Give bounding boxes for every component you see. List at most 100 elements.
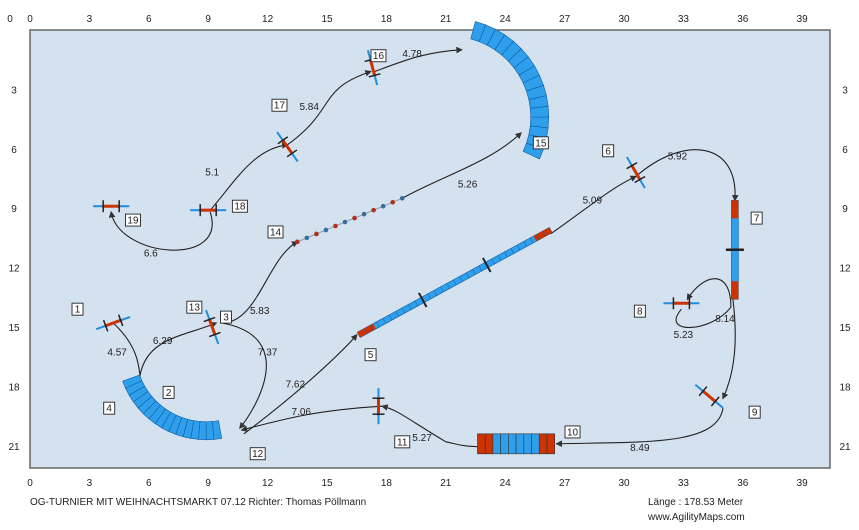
- x-tick-label: 30: [618, 478, 630, 489]
- jump-wing: [377, 414, 380, 425]
- y-tick-label: 9: [11, 204, 17, 215]
- distance-label: 5.27: [412, 433, 432, 444]
- path-segment: [550, 175, 638, 235]
- path-segment: [243, 333, 358, 435]
- obstacle-10-segment: [477, 433, 486, 455]
- jump-bar: [630, 164, 642, 182]
- path-segment: [240, 405, 383, 432]
- y-tick-label: 18: [839, 382, 851, 393]
- y-tick-label: 12: [8, 264, 20, 275]
- distance-label: 5.1: [205, 168, 219, 179]
- jump-19: [93, 200, 130, 213]
- path-segment: [675, 278, 732, 329]
- number-label: 10: [567, 427, 579, 438]
- x-tick-label: 36: [737, 478, 749, 489]
- obstacle-number: 9: [748, 405, 761, 419]
- dogwalk-slat: [453, 279, 457, 286]
- jump-post: [368, 73, 381, 78]
- y-tick-label: 3: [11, 85, 17, 96]
- number-label: 6: [605, 146, 611, 157]
- number-label: 18: [234, 202, 246, 213]
- dogwalk-slat: [433, 290, 438, 296]
- jump-bar: [368, 58, 377, 77]
- handler-path: [108, 46, 739, 448]
- dogwalk-slat: [401, 307, 406, 314]
- jump-3: [203, 309, 221, 345]
- distance-label: 5.92: [668, 152, 688, 163]
- jump-post: [710, 396, 720, 407]
- jump-post: [203, 316, 216, 323]
- obstacle-number: 1: [71, 302, 84, 316]
- number-box: [633, 304, 646, 318]
- number-box: [125, 213, 141, 227]
- x-tick-label: 18: [381, 14, 393, 25]
- obstacle-10-segment: [500, 433, 509, 455]
- grid-labels: 0033669912121515181821212424272730303333…: [7, 14, 851, 489]
- seesaw-7: [725, 199, 744, 300]
- number-box: [220, 310, 232, 324]
- number-box: [267, 225, 284, 239]
- jump-wing: [694, 383, 704, 392]
- x-tick-label: 24: [500, 478, 512, 489]
- obstacle-number: 3: [220, 310, 232, 324]
- dogwalk-slat: [510, 248, 514, 254]
- obstacle-number: 2: [162, 385, 175, 399]
- y-tick-label: 18: [8, 382, 20, 393]
- path-segment: [722, 299, 736, 400]
- dogwalk-leg: [417, 292, 428, 308]
- jump-post: [626, 161, 638, 170]
- tunnel-segment: [198, 421, 207, 441]
- number-label: 5: [368, 350, 374, 361]
- jump-11: [372, 388, 385, 425]
- number-box: [750, 211, 763, 225]
- jump-post: [698, 386, 708, 397]
- jump-wing: [377, 388, 380, 399]
- jump-post: [277, 136, 289, 145]
- jump-post: [634, 175, 646, 184]
- distance-label: 5.26: [458, 179, 478, 190]
- jump-9: [694, 383, 724, 409]
- jump-wing: [689, 302, 700, 305]
- obstacle-number: 5: [364, 348, 377, 361]
- dogwalk-slat: [523, 241, 527, 247]
- weave-pole: [380, 203, 386, 209]
- number-box: [231, 199, 248, 213]
- y-tick-label: 21: [8, 442, 20, 453]
- jump-wing: [366, 49, 372, 61]
- number-label: 13: [189, 303, 201, 314]
- weave-pole: [323, 227, 329, 233]
- number-label: 14: [270, 227, 282, 238]
- jump-bar: [199, 208, 218, 212]
- tunnel-segment: [212, 420, 223, 440]
- jump-8: [663, 297, 700, 310]
- jump-wing: [663, 302, 674, 305]
- jump-bar: [376, 397, 380, 416]
- dogwalk-slat: [389, 314, 393, 321]
- number-box: [162, 385, 175, 399]
- x-tick-label: 39: [797, 478, 809, 489]
- jump-post: [286, 149, 298, 158]
- jump-post: [102, 319, 109, 332]
- dogwalk-slat: [369, 325, 374, 331]
- obstacle-number: 16: [370, 49, 387, 62]
- site-url: www.AgilityMaps.com: [648, 512, 745, 523]
- number-label: 11: [397, 437, 408, 448]
- number-label: 1: [75, 305, 81, 316]
- jump-wing: [216, 209, 227, 212]
- x-tick-label: 27: [559, 14, 571, 25]
- number-box: [71, 302, 84, 316]
- obstacles: [93, 21, 744, 455]
- y-tick-label: 15: [8, 323, 20, 334]
- weave-pole: [333, 223, 338, 229]
- weave-pole: [361, 211, 367, 217]
- path-segment: [209, 142, 289, 211]
- weave-14: [295, 196, 405, 245]
- obstacle-number: 11: [394, 435, 411, 448]
- jump-wing: [95, 324, 106, 331]
- number-label: 17: [274, 101, 286, 112]
- jump-wing: [205, 309, 211, 320]
- obstacle-10: [477, 433, 556, 455]
- distance-label: 5.84: [299, 102, 319, 113]
- distance-label: 8.14: [715, 314, 735, 325]
- obstacle-number: 8: [633, 304, 646, 318]
